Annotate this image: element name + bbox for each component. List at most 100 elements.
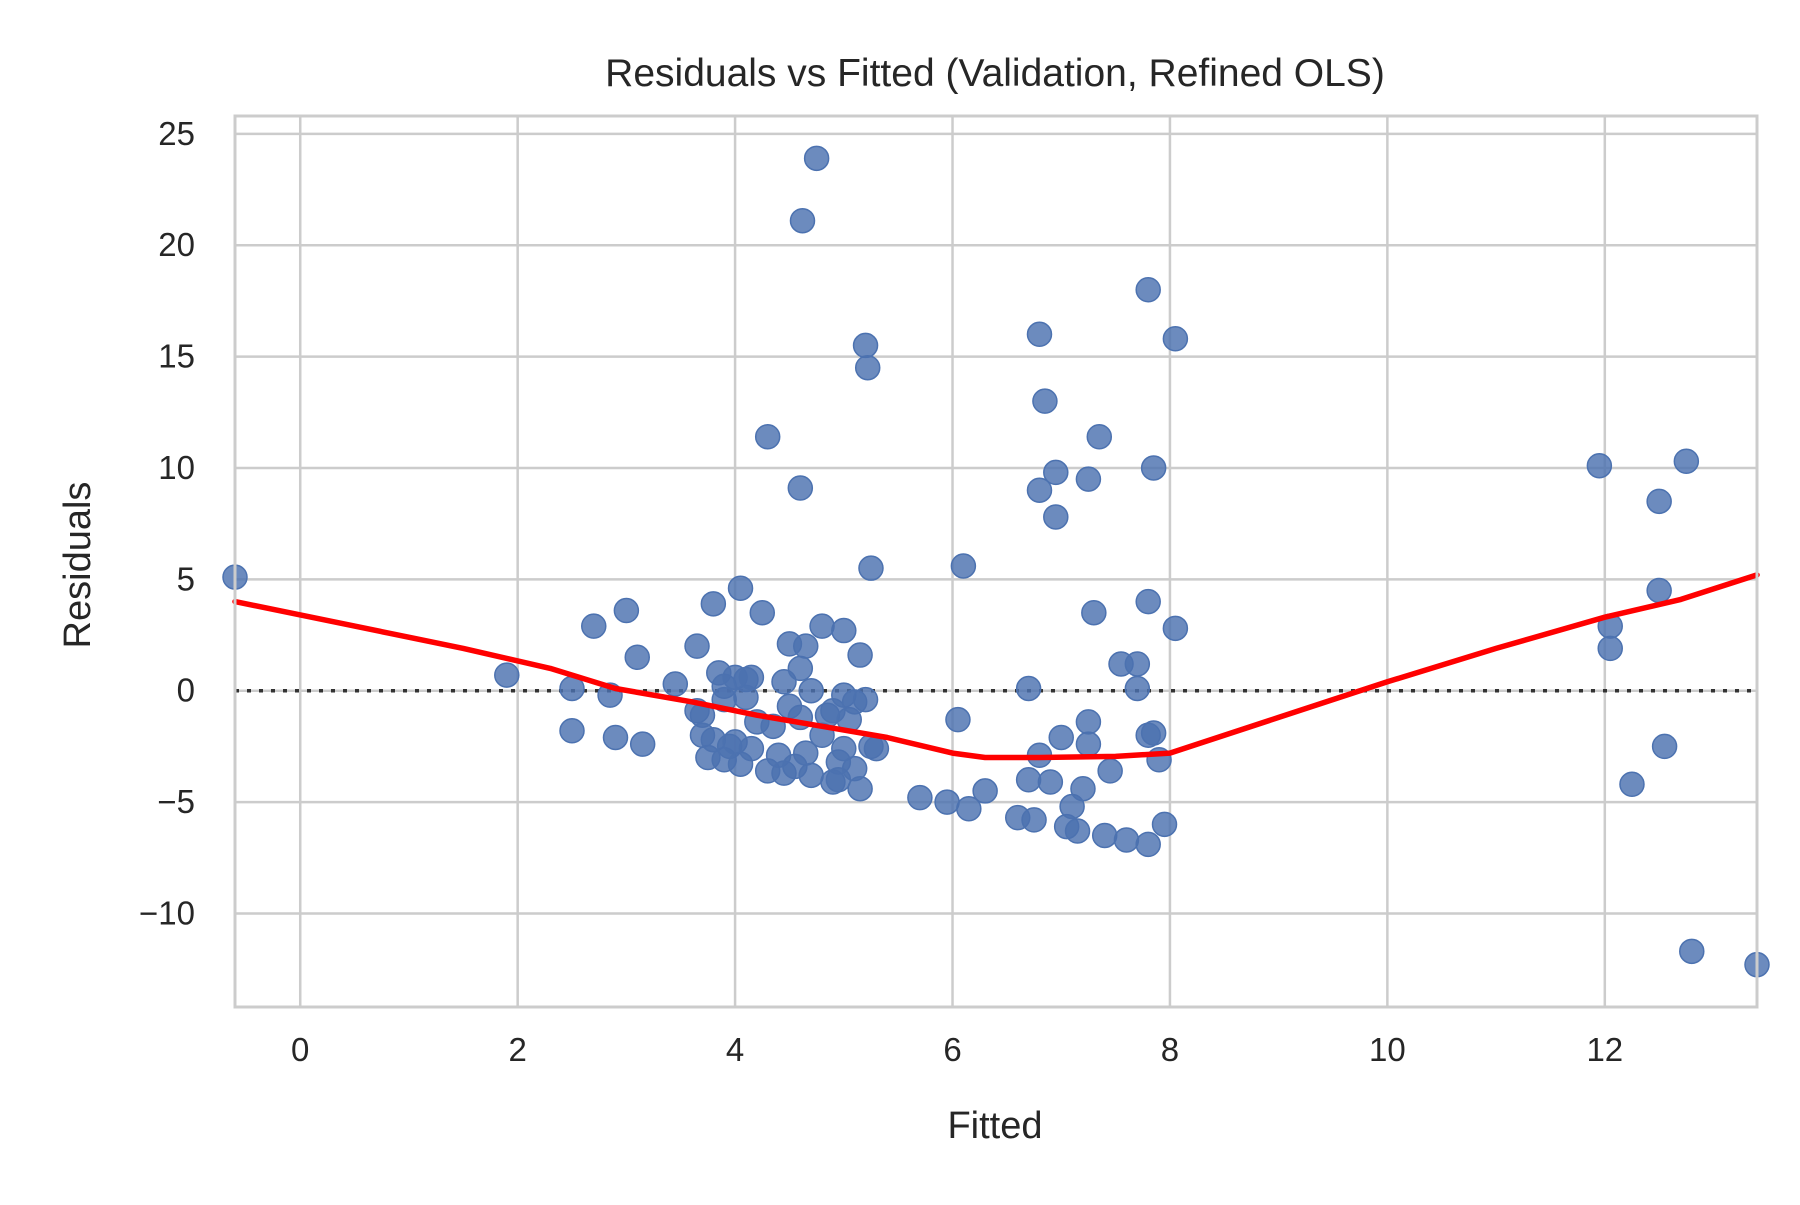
residual-point: [602, 724, 629, 751]
residual-point: [787, 655, 814, 682]
residual-point: [1124, 675, 1151, 702]
residual-point: [1015, 767, 1042, 793]
residual-point: [1043, 504, 1069, 530]
y-tick-label: 20: [158, 226, 195, 263]
residual-point: [1048, 724, 1074, 751]
scatter-points-layer: [222, 145, 1770, 978]
residual-point: [1086, 424, 1113, 450]
x-tick-label: 2: [508, 1031, 526, 1068]
x-tick-label: 12: [1586, 1031, 1623, 1068]
residual-point: [1135, 276, 1161, 303]
x-axis-label: Fitted: [947, 1105, 1042, 1147]
y-tick-label: 10: [158, 449, 195, 486]
residual-point: [854, 354, 881, 381]
residual-point: [863, 735, 890, 762]
tick-label-layer: 0 2 4 6 8 10 12 −10 −5 0 5 10 15 20 25: [139, 115, 1623, 1068]
residual-point: [907, 784, 933, 811]
residual-point: [624, 644, 650, 671]
residual-point: [1075, 466, 1102, 492]
residual-point: [581, 613, 607, 639]
residual-point: [1081, 599, 1107, 626]
residual-point: [1651, 733, 1678, 760]
grid-layer: [235, 116, 1757, 1007]
residual-point: [950, 553, 977, 579]
y-tick-label: 25: [158, 115, 195, 152]
residual-point: [559, 718, 585, 744]
residual-point: [1043, 459, 1069, 486]
residual-point: [662, 671, 689, 697]
residual-point: [798, 762, 824, 789]
y-tick-label: 15: [158, 338, 195, 375]
residual-point: [945, 706, 971, 733]
residual-point: [1091, 822, 1118, 849]
lowess-smooth-line: [232, 572, 1760, 761]
residual-point: [847, 642, 873, 668]
x-tick-label: 10: [1369, 1031, 1406, 1068]
residual-point: [613, 597, 640, 624]
residual-point: [1597, 635, 1623, 662]
residual-point: [1162, 326, 1189, 352]
residual-point: [789, 207, 816, 234]
residual-point: [749, 599, 776, 626]
residual-point: [1037, 769, 1064, 795]
y-axis-label: Residuals: [57, 482, 99, 649]
residual-point: [1075, 709, 1102, 735]
residual-point: [1135, 831, 1161, 858]
smooth-line-layer: [232, 572, 1760, 761]
residual-point: [1151, 811, 1178, 838]
x-tick-label: 8: [1161, 1031, 1179, 1068]
residual-point: [831, 735, 857, 762]
residual-point: [754, 424, 781, 450]
residual-point: [1026, 321, 1053, 348]
residual-point: [1679, 938, 1705, 965]
residual-point: [1015, 675, 1042, 702]
residual-point: [852, 332, 879, 359]
residual-point: [1140, 720, 1167, 746]
chart-title: Residuals vs Fitted (Validation, Refined…: [605, 52, 1385, 95]
residual-point: [793, 633, 819, 659]
residual-point: [1586, 452, 1613, 479]
residual-point: [1646, 577, 1672, 604]
residual-point: [1070, 775, 1096, 802]
y-tick-label: 5: [177, 560, 195, 597]
residual-point: [787, 475, 814, 501]
residual-point: [847, 775, 873, 802]
residual-point: [494, 662, 520, 688]
residual-point: [1124, 651, 1151, 677]
residual-point: [1021, 807, 1047, 833]
residual-point: [803, 145, 830, 172]
residual-point: [858, 555, 884, 581]
residual-point: [1032, 388, 1058, 414]
residual-point: [956, 796, 982, 822]
y-tick-label: 0: [177, 672, 195, 709]
residual-point: [809, 613, 835, 639]
residual-point: [798, 677, 824, 704]
residual-point: [629, 731, 656, 757]
residual-point: [738, 664, 765, 691]
residual-point: [1646, 488, 1672, 515]
residual-point: [1113, 827, 1140, 853]
residual-point: [934, 789, 960, 815]
x-tick-label: 0: [291, 1031, 309, 1068]
residual-point: [1162, 615, 1189, 642]
residual-point: [1140, 455, 1167, 481]
residual-point: [831, 617, 857, 644]
residual-point: [1075, 731, 1102, 757]
y-tick-label: −5: [157, 783, 195, 820]
residual-point: [1135, 588, 1161, 615]
residual-point: [727, 575, 754, 601]
residual-point: [684, 633, 710, 659]
residual-point: [1619, 771, 1645, 797]
residual-point: [1026, 477, 1053, 503]
x-tick-label: 6: [943, 1031, 961, 1068]
x-tick-label: 4: [726, 1031, 744, 1068]
plot-frame: [233, 114, 1759, 1009]
residual-point: [852, 686, 879, 713]
residual-point: [1097, 758, 1123, 784]
residual-point: [738, 735, 765, 762]
residual-point: [1673, 448, 1700, 475]
residual-point: [972, 778, 998, 804]
y-tick-label: −10: [139, 894, 195, 931]
